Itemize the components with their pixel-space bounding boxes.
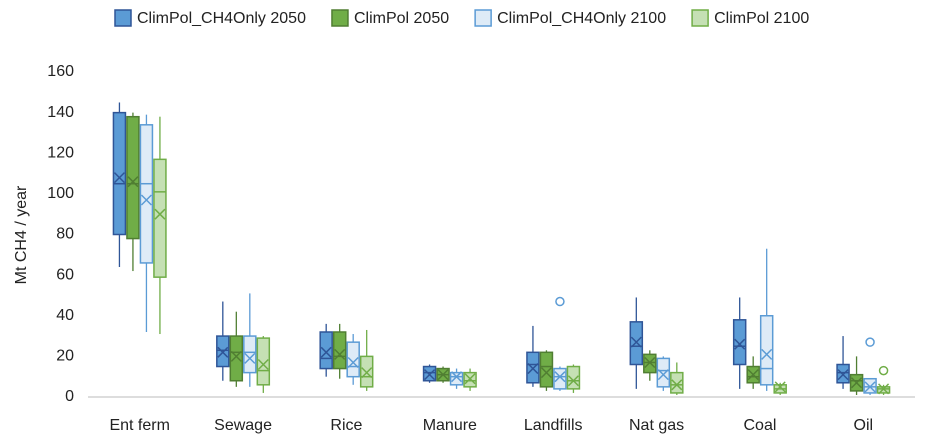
mean-marker xyxy=(347,356,359,368)
outlier xyxy=(865,337,875,347)
y-tick-label: 20 xyxy=(56,348,74,365)
mean-marker xyxy=(527,363,539,375)
mean-marker xyxy=(451,371,463,383)
legend-swatch xyxy=(474,9,492,27)
mean-marker xyxy=(837,369,849,381)
box xyxy=(332,331,347,370)
y-tick-label: 60 xyxy=(56,266,74,283)
box xyxy=(139,124,154,264)
mean-marker xyxy=(154,208,166,220)
legend-swatch xyxy=(114,9,132,27)
box xyxy=(656,357,671,388)
y-tick-label: 0 xyxy=(65,388,74,405)
x-tick-label: Rice xyxy=(330,417,362,434)
box xyxy=(126,115,140,240)
mean-marker xyxy=(851,377,863,389)
mean-marker xyxy=(244,352,256,364)
outlier xyxy=(555,296,565,307)
legend-label: ClimPol 2100 xyxy=(714,10,809,27)
box xyxy=(539,351,554,388)
mean-marker xyxy=(361,367,373,379)
legend-swatch xyxy=(331,9,349,27)
box xyxy=(153,158,167,278)
box xyxy=(319,331,333,370)
box xyxy=(759,315,774,386)
mean-marker xyxy=(734,338,746,350)
x-tick-label: Coal xyxy=(743,417,776,434)
box xyxy=(229,335,244,382)
mean-marker xyxy=(864,381,876,393)
mean-marker xyxy=(554,371,566,383)
mean-marker xyxy=(630,336,642,348)
mean-marker xyxy=(540,367,552,379)
mean-marker xyxy=(437,369,449,381)
mean-marker xyxy=(878,383,890,395)
mean-marker xyxy=(113,172,125,184)
mean-marker xyxy=(747,369,759,381)
y-tick-label: 160 xyxy=(47,63,74,80)
box xyxy=(732,319,747,366)
outlier xyxy=(878,365,889,376)
mean-marker xyxy=(230,350,242,362)
mean-marker xyxy=(334,348,346,360)
box xyxy=(112,111,127,236)
y-tick-label: 140 xyxy=(47,104,74,121)
x-tick-label: Sewage xyxy=(214,417,272,434)
mean-marker xyxy=(644,356,656,368)
mean-marker xyxy=(257,358,269,371)
box xyxy=(449,371,464,386)
x-tick-label: Nat gas xyxy=(629,417,684,434)
x-tick-label: Oil xyxy=(854,417,874,434)
mean-marker xyxy=(657,369,669,381)
mean-marker xyxy=(464,373,476,385)
y-tick-label: 120 xyxy=(47,144,74,161)
x-tick-label: Landfills xyxy=(524,417,583,434)
mean-marker xyxy=(761,348,773,360)
mean-marker xyxy=(127,176,139,188)
legend-swatch xyxy=(691,9,709,27)
y-tick-label: 40 xyxy=(56,307,74,324)
legend-label: ClimPol 2050 xyxy=(354,10,449,27)
y-tick-label: 80 xyxy=(56,226,74,243)
x-tick-label: Ent ferm xyxy=(109,417,169,434)
box xyxy=(243,335,257,374)
mean-marker xyxy=(671,379,683,391)
x-tick-label: Manure xyxy=(423,417,477,434)
box xyxy=(256,337,271,386)
mean-marker xyxy=(774,381,786,393)
legend-label: ClimPol_CH4Only 2100 xyxy=(497,10,666,27)
y-tick-label: 100 xyxy=(47,185,74,202)
legend-label: ClimPol_CH4Only 2050 xyxy=(137,10,306,27)
box xyxy=(346,341,360,378)
mean-marker xyxy=(140,194,152,206)
mean-marker xyxy=(424,369,436,381)
mean-marker xyxy=(217,346,229,358)
y-axis-label: Mt CH4 / year xyxy=(13,185,30,284)
mean-marker xyxy=(567,375,579,387)
mean-marker xyxy=(320,346,332,358)
